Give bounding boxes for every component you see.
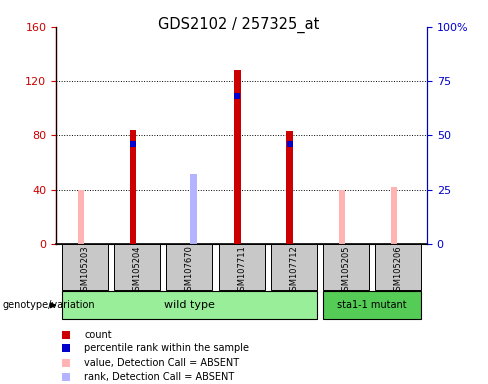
Bar xyxy=(114,244,160,290)
Text: GDS2102 / 257325_at: GDS2102 / 257325_at xyxy=(159,17,320,33)
Bar xyxy=(234,70,241,244)
Text: GSM107711: GSM107711 xyxy=(237,245,246,296)
Text: rank, Detection Call = ABSENT: rank, Detection Call = ABSENT xyxy=(84,372,234,382)
Text: genotype/variation: genotype/variation xyxy=(2,300,95,310)
Text: percentile rank within the sample: percentile rank within the sample xyxy=(84,343,249,353)
Text: wild type: wild type xyxy=(164,300,215,310)
Bar xyxy=(339,190,345,244)
Bar xyxy=(62,291,317,319)
Bar xyxy=(323,244,369,290)
Bar xyxy=(271,244,317,290)
Bar xyxy=(166,244,212,290)
Bar xyxy=(323,291,421,319)
Text: value, Detection Call = ABSENT: value, Detection Call = ABSENT xyxy=(84,358,239,367)
Bar xyxy=(130,130,136,244)
Bar xyxy=(286,131,293,244)
Text: GSM107712: GSM107712 xyxy=(289,245,298,296)
Text: GSM105206: GSM105206 xyxy=(394,245,403,296)
Text: GSM105203: GSM105203 xyxy=(81,245,89,296)
Bar xyxy=(78,190,84,244)
Text: GSM105204: GSM105204 xyxy=(133,245,142,296)
Bar xyxy=(190,174,197,244)
Bar xyxy=(391,187,397,244)
Text: GSM105205: GSM105205 xyxy=(342,245,350,296)
Text: sta1-1 mutant: sta1-1 mutant xyxy=(337,300,407,310)
Bar xyxy=(62,244,108,290)
Text: count: count xyxy=(84,329,112,339)
Text: GSM107670: GSM107670 xyxy=(185,245,194,296)
Bar xyxy=(219,244,264,290)
Bar xyxy=(375,244,421,290)
